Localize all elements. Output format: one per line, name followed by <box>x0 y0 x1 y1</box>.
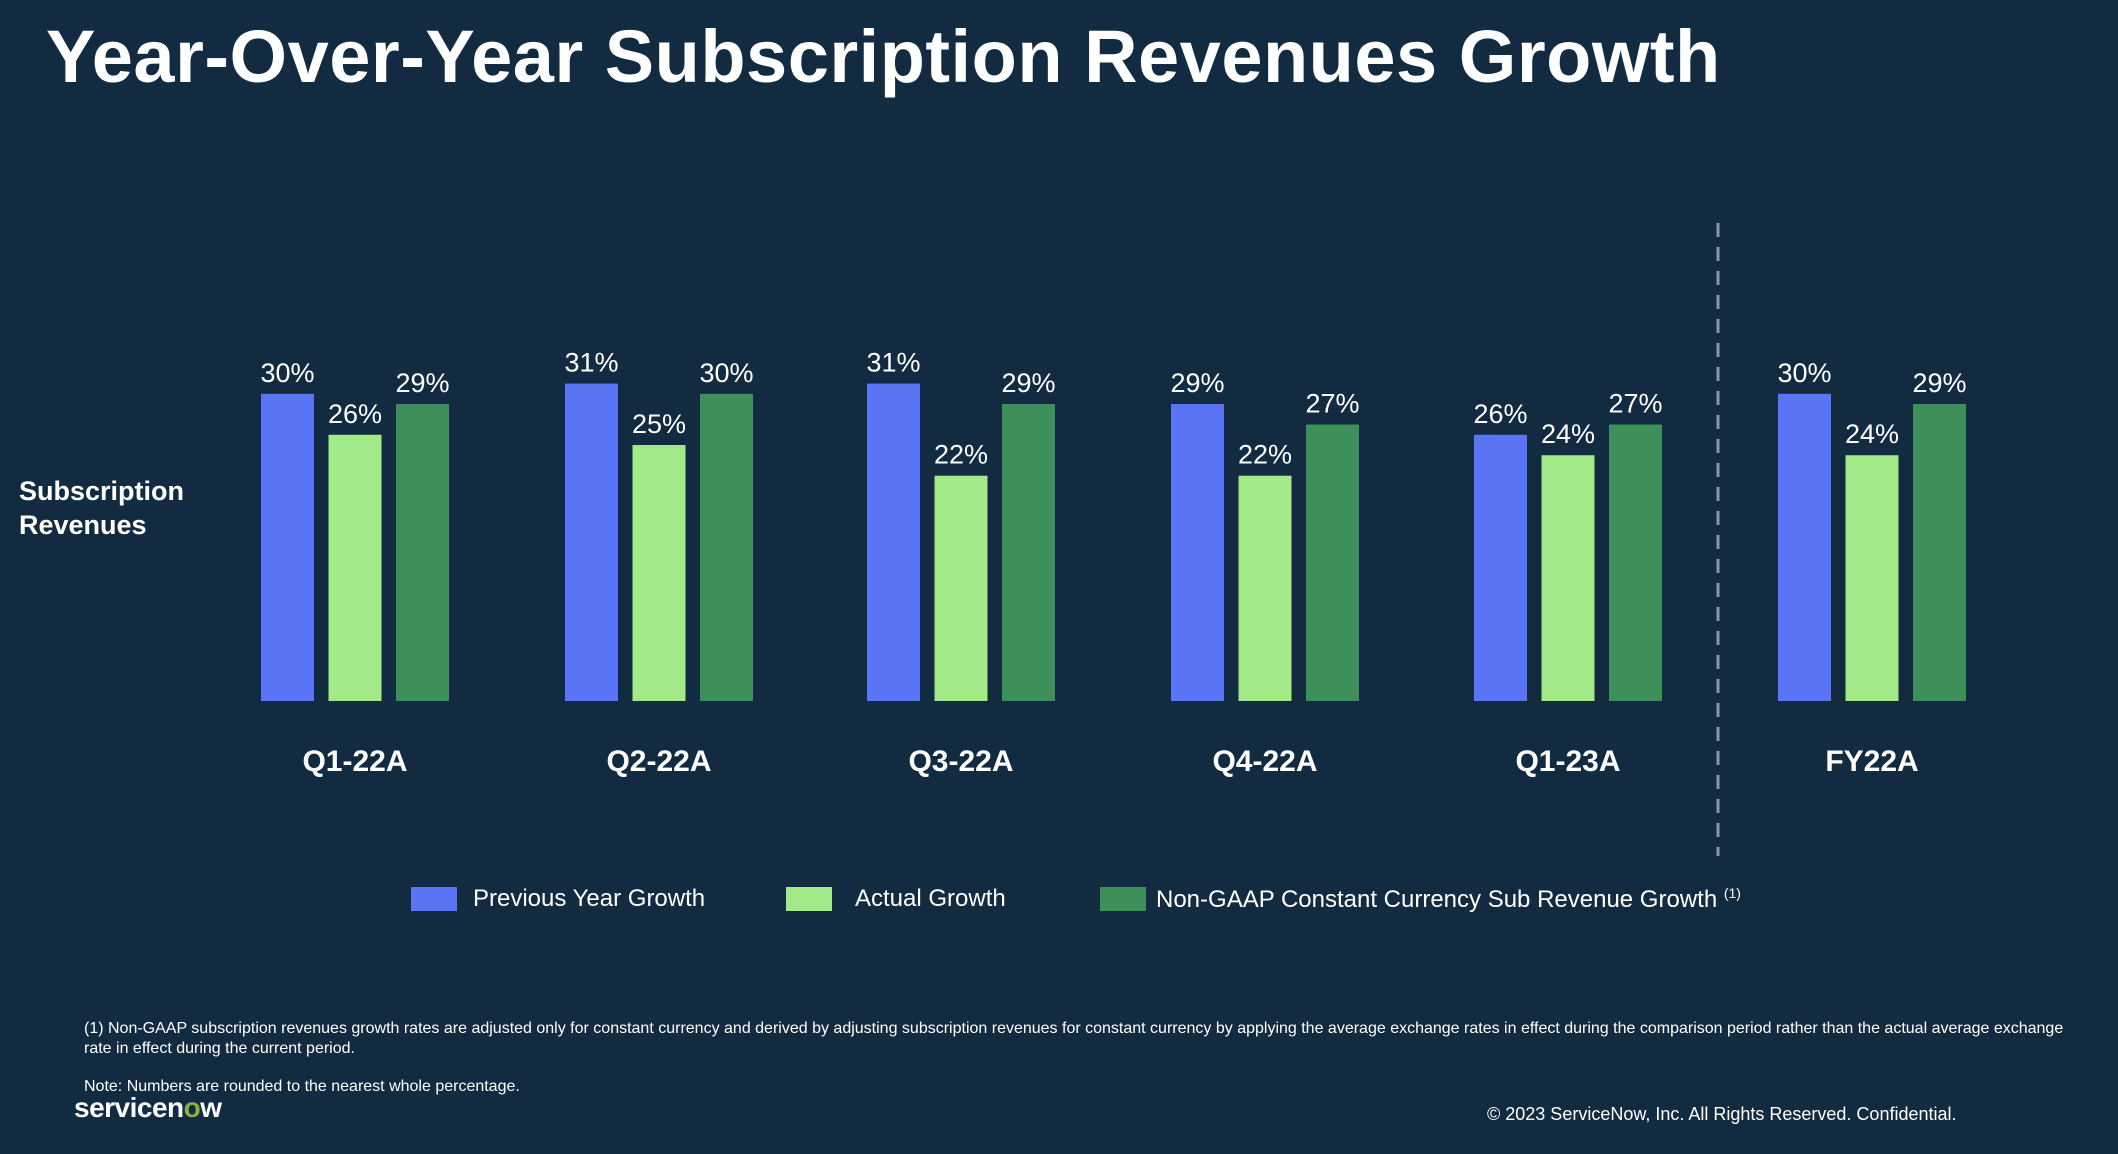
bar <box>1474 434 1527 701</box>
legend-superscript: (1) <box>1723 885 1741 901</box>
category-label: FY22A <box>1825 745 1918 778</box>
data-label: 27% <box>1305 389 1359 419</box>
legend-label-previous-year: Previous Year Growth <box>473 885 706 912</box>
legend-swatch-non-gaap <box>1100 887 1146 911</box>
bar <box>565 383 618 701</box>
page-title: Year-Over-Year Subscription Revenues Gro… <box>46 15 1721 98</box>
bar <box>1171 404 1224 701</box>
data-label: 22% <box>934 440 988 470</box>
data-label: 29% <box>1170 368 1224 398</box>
bar <box>261 393 314 701</box>
y-label-line-2: Revenues <box>19 510 147 540</box>
data-label: 24% <box>1845 419 1899 449</box>
bar <box>396 404 449 701</box>
bar <box>632 445 686 701</box>
copyright: © 2023 ServiceNow, Inc. All Rights Reser… <box>1487 1104 1957 1124</box>
data-label: 31% <box>564 348 618 378</box>
category-label: Q3-22A <box>908 745 1013 778</box>
category-label: Q4-22A <box>1212 745 1317 778</box>
bar <box>1541 455 1595 701</box>
bar <box>1238 475 1292 701</box>
servicenow-logo: servicenow <box>74 1092 222 1123</box>
data-label: 26% <box>1473 399 1527 429</box>
bar <box>1778 393 1831 701</box>
bar <box>1845 455 1899 701</box>
bar <box>1306 424 1359 701</box>
data-label: 31% <box>866 348 920 378</box>
data-label: 29% <box>395 368 449 398</box>
footnote-1: (1) Non-GAAP subscription revenues growt… <box>84 1020 2064 1057</box>
y-axis-label: Subscription Revenues <box>19 474 184 542</box>
bar <box>934 475 988 701</box>
bar <box>1913 404 1966 701</box>
data-label: 27% <box>1608 389 1662 419</box>
data-label: 30% <box>260 358 314 388</box>
bar <box>1609 424 1662 701</box>
data-label: 29% <box>1912 368 1966 398</box>
legend-swatch-previous-year <box>411 887 457 911</box>
legend-label-actual: Actual Growth <box>855 885 1006 912</box>
bar <box>328 434 382 701</box>
data-label: 25% <box>632 409 686 439</box>
data-label: 29% <box>1001 368 1055 398</box>
bar <box>867 383 920 701</box>
category-label: Q2-22A <box>606 745 711 778</box>
y-label-line-1: Subscription <box>19 476 185 506</box>
data-label: 30% <box>699 358 753 388</box>
bar <box>700 393 753 701</box>
legend-non-gaap-text: Non-GAAP Constant Currency Sub Revenue G… <box>1156 886 1718 913</box>
category-label: Q1-22A <box>302 745 407 778</box>
footnote-note: Note: Numbers are rounded to the nearest… <box>84 1078 520 1095</box>
legend-swatch-actual <box>786 887 832 911</box>
data-label: 26% <box>328 399 382 429</box>
legend-label-non-gaap: Non-GAAP Constant Currency Sub Revenue G… <box>1156 885 1741 914</box>
data-label: 24% <box>1541 419 1595 449</box>
data-label: 22% <box>1238 440 1292 470</box>
data-label: 30% <box>1777 358 1831 388</box>
category-label: Q1-23A <box>1515 745 1620 778</box>
bar <box>1002 404 1055 701</box>
